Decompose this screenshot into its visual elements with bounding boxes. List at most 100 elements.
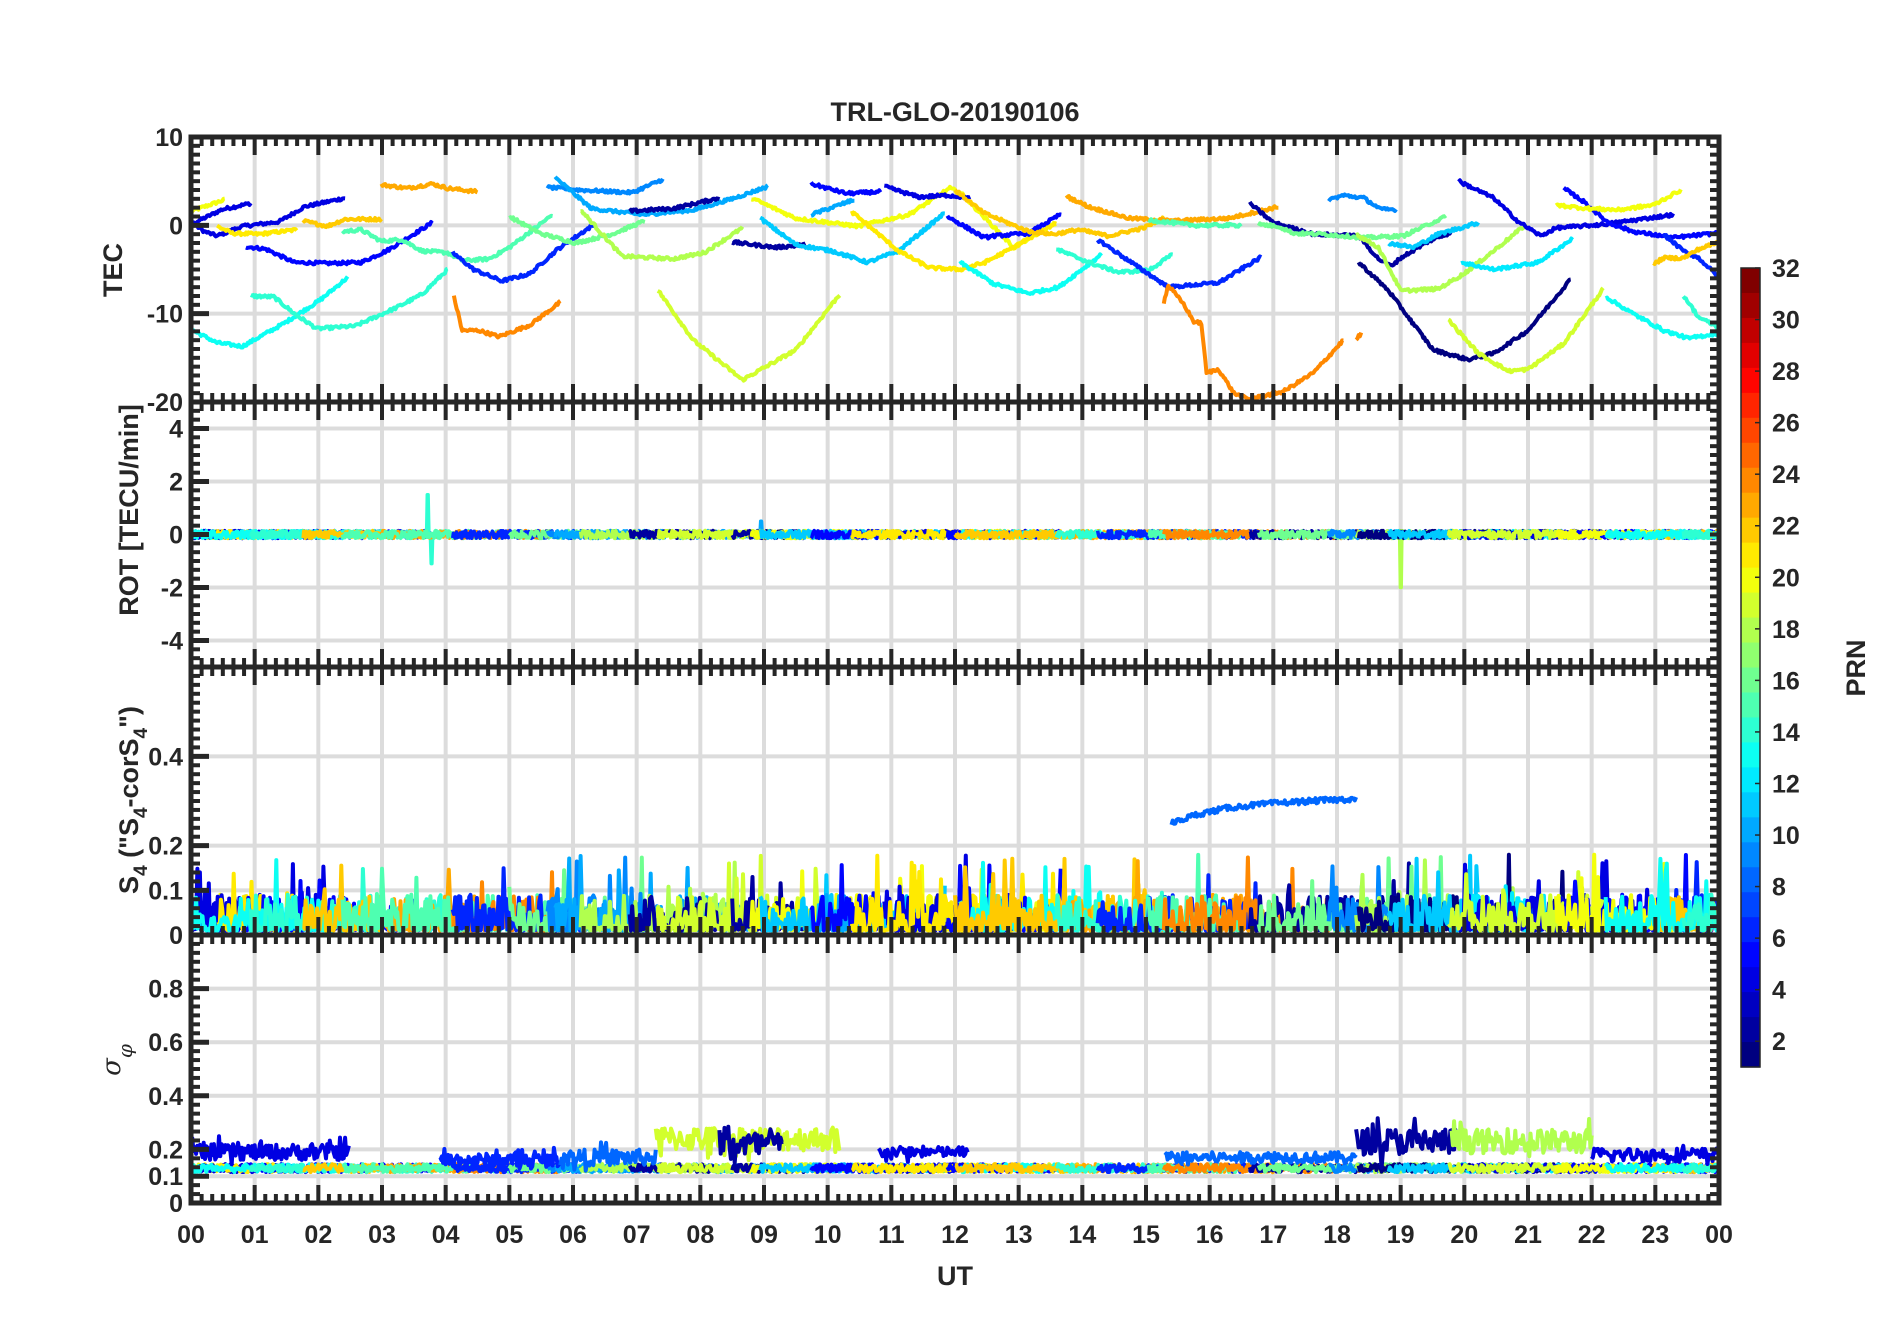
- x-tick-label: 21: [1514, 1221, 1542, 1249]
- colorbar-swatch: [1741, 817, 1760, 843]
- tec-arc-prn-18: [1355, 222, 1528, 294]
- colorbar-tick-label: 8: [1772, 874, 1786, 902]
- tec-arc-prn-15: [340, 213, 554, 264]
- tec-arc-prn-11: [759, 211, 946, 266]
- y-tick-label-rot: 4: [169, 416, 183, 444]
- colorbar-swatch: [1741, 992, 1760, 1018]
- colorbar-tick-label: 10: [1772, 822, 1800, 850]
- tec-ylabel: TEC: [98, 243, 128, 297]
- colorbar-label: PRN: [1841, 639, 1871, 696]
- y-tick-label-sigma: 0: [169, 1190, 183, 1218]
- tec-arc-prn-2: [628, 196, 721, 214]
- x-tick-label: 22: [1578, 1221, 1606, 1249]
- colorbar-swatch: [1741, 567, 1760, 594]
- sigma-series-prn-8: [1163, 1150, 1358, 1167]
- colorbar-tick-label: 6: [1772, 925, 1786, 953]
- x-tick-label: 20: [1450, 1221, 1478, 1249]
- x-tick-label: 16: [1196, 1221, 1224, 1249]
- x-tick-label: 01: [241, 1221, 269, 1249]
- colorbar-swatch: [1741, 892, 1760, 918]
- sigma-series-prn-4: [189, 1134, 351, 1167]
- rot-ylabel: ROT [TECU/min]: [114, 404, 144, 615]
- x-tick-label: 15: [1132, 1221, 1160, 1249]
- x-tick-label: 14: [1068, 1221, 1096, 1249]
- x-tick-label: 11: [878, 1221, 905, 1249]
- colorbar-swatch: [1741, 442, 1760, 469]
- colorbar-swatch: [1741, 792, 1760, 818]
- colorbar-swatch: [1741, 867, 1760, 893]
- x-tick-label: 09: [750, 1221, 778, 1249]
- axes-frames: [188, 134, 1722, 1206]
- s4-ylabel: S4 ("S4-corS4"): [114, 706, 152, 894]
- colorbar-swatch: [1741, 742, 1760, 768]
- colorbar-swatch: [1741, 617, 1760, 644]
- sigma-series-prn-4: [877, 1144, 970, 1164]
- sigma-series-prn-2: [1354, 1116, 1460, 1170]
- colorbar-swatch: [1741, 767, 1760, 793]
- x-tick-label: 00: [177, 1221, 205, 1249]
- tec-arc-prn-5: [809, 181, 883, 197]
- y-tick-label-rot: 2: [169, 469, 183, 497]
- tec-arc-prn-16: [1256, 214, 1448, 241]
- tec-arc-prn-5: [945, 212, 1062, 241]
- colorbar-swatch: [1741, 592, 1760, 619]
- data-series: [189, 175, 1721, 1175]
- y-tick-label-sigma: 0.1: [148, 1163, 183, 1191]
- colorbar-swatch: [1741, 942, 1760, 968]
- colorbar-tick-label: 24: [1772, 461, 1800, 489]
- tec-arc-prn-4: [190, 196, 346, 239]
- colorbar-swatch: [1741, 317, 1760, 344]
- colorbar-swatch: [1741, 367, 1760, 394]
- tec-arc-prn-4: [1457, 178, 1675, 238]
- tec-arc-prn-6: [1662, 232, 1720, 279]
- tec-arc-prn-13: [958, 252, 1103, 296]
- tec-arc-prn-22: [1652, 240, 1721, 266]
- tec-arc-prn-24: [451, 295, 562, 340]
- tec-arc-prn-1: [1356, 261, 1572, 363]
- s4-series-prn-13: [1603, 856, 1721, 933]
- sigma-series-prn-4: [1590, 1143, 1721, 1166]
- sigma-series-prn-8: [558, 1140, 658, 1173]
- colorbar-swatch: [1741, 842, 1760, 868]
- tec-arc-prn-18: [579, 209, 745, 262]
- colorbar-swatch: [1741, 492, 1760, 519]
- x-tick-label: 00: [1705, 1221, 1733, 1249]
- colorbar-tick-label: 12: [1772, 770, 1800, 798]
- x-tick-label: 17: [1259, 1221, 1287, 1249]
- tec-arc-prn-13: [1604, 295, 1721, 341]
- colorbar-swatch: [1741, 1042, 1760, 1068]
- sigma-series-prn-19: [653, 1125, 842, 1163]
- colorbar-swatch: [1741, 542, 1760, 569]
- colorbar-swatch: [1741, 967, 1760, 993]
- colorbar-tick-label: 4: [1772, 977, 1786, 1005]
- colorbar-tick-label: 18: [1772, 616, 1800, 644]
- x-tick-label: 19: [1387, 1221, 1415, 1249]
- x-tick-label: 03: [368, 1221, 396, 1249]
- tec-arc-prn-19: [1447, 286, 1605, 375]
- tec-arc-prn-14: [249, 266, 449, 332]
- tec-arc-prn-4: [883, 183, 972, 201]
- tick-labels: -20-10010-4-202400.10.20.400.10.20.40.60…: [147, 124, 1733, 1249]
- colorbar-tick-label: 20: [1772, 564, 1800, 592]
- tec-arc-prn-21: [850, 210, 1058, 273]
- y-tick-label-rot: -4: [161, 628, 183, 656]
- y-tick-label-sigma: 0.6: [148, 1029, 183, 1057]
- tec-arc-prn-19: [656, 289, 842, 383]
- s4-series-prn-14: [1681, 892, 1721, 933]
- colorbar-tick-label: 30: [1772, 307, 1800, 335]
- tec-arc-prn-10: [810, 197, 856, 218]
- y-tick-label-tec: 10: [155, 124, 183, 152]
- tec-arc-prn-16: [508, 215, 646, 247]
- x-tick-label: 18: [1323, 1221, 1351, 1249]
- colorbar-tick-label: 14: [1772, 719, 1800, 747]
- tec-arc-prn-22: [953, 188, 1166, 240]
- colorbar-swatch: [1741, 292, 1760, 319]
- sigma-series-prn-18: [1449, 1117, 1594, 1159]
- tec-arc-prn-15: [1147, 217, 1243, 229]
- y-tick-label-tec: -20: [147, 389, 183, 417]
- tec-arc-prn-5: [1562, 186, 1721, 241]
- tec-arc-prn-6: [1095, 238, 1263, 291]
- tec-arc-prn-11: [1387, 221, 1481, 251]
